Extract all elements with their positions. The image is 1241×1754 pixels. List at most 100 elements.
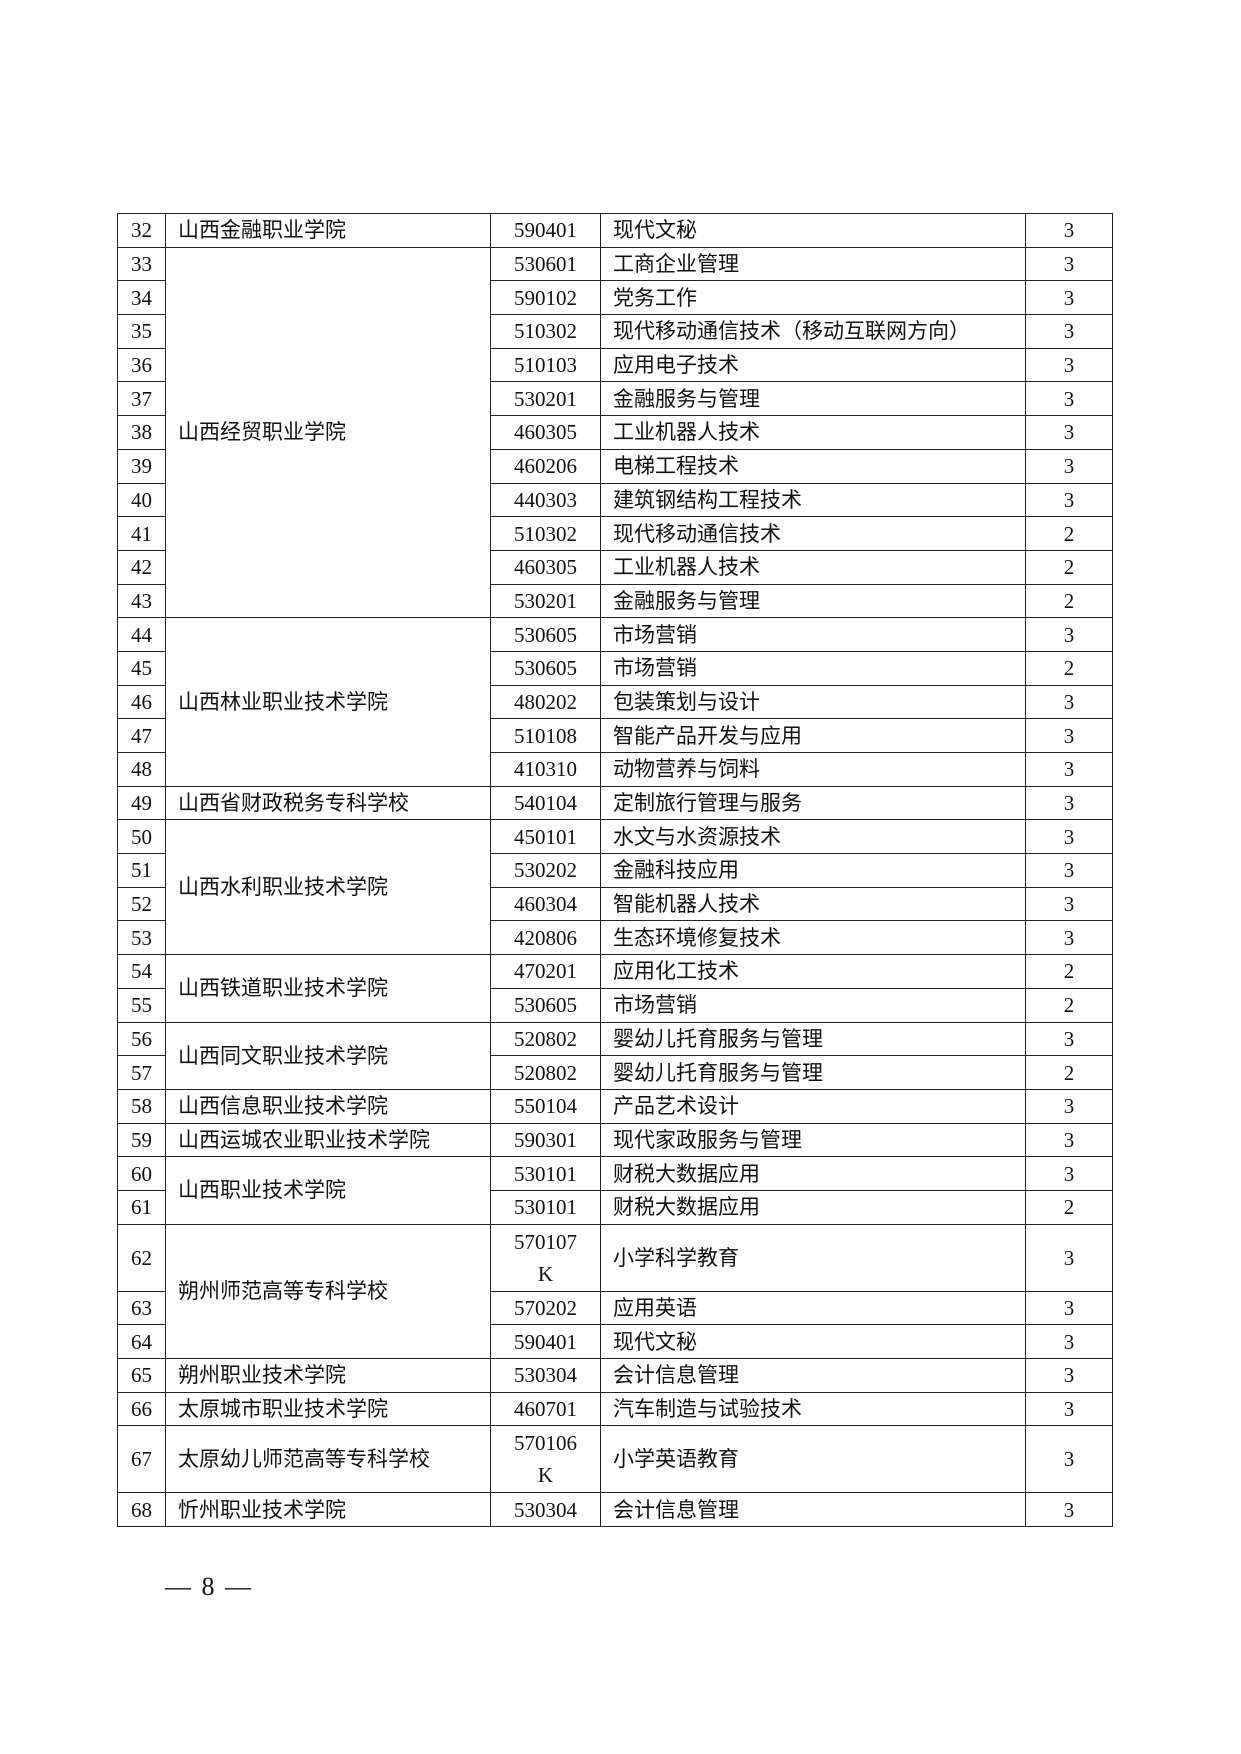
program-code-cell: 530605 (490, 650, 601, 686)
program-code-cell: 570202 (490, 1290, 601, 1326)
row-number: 51 (117, 853, 166, 888)
program-years: 3 (1025, 1391, 1113, 1427)
program-code: 590301 (514, 1127, 577, 1152)
program-years: 3 (1025, 819, 1113, 855)
program-code-cell: 420806 (490, 920, 601, 956)
program-code: 530101 (514, 1195, 577, 1220)
table-row: 53 420806 生态环境修复技术 3 (117, 920, 1113, 956)
program-code: 540104 (514, 791, 577, 816)
table-row: 51 530202 金融科技应用 3 (117, 853, 1113, 888)
program-code-cell: 570107K (490, 1223, 601, 1292)
table-row: 45 530605 市场营销 2 (117, 650, 1113, 686)
program-code: 480202 (514, 689, 577, 714)
program-code: 510103 (514, 353, 577, 378)
table-row: 57 520802 婴幼儿托育服务与管理 2 (117, 1055, 1113, 1090)
program-years: 2 (1025, 549, 1113, 585)
program-code-cell: 410310 (490, 752, 601, 787)
program-code: 530605 (514, 656, 577, 681)
program-years: 3 (1025, 213, 1113, 248)
program-name: 包装策划与设计 (600, 684, 1026, 720)
program-name: 现代移动通信技术（移动互联网方向） (600, 314, 1026, 349)
row-number: 44 (117, 617, 166, 652)
table-row: 44 山西林业职业技术学院 530605 市场营销 3 (117, 617, 1113, 787)
program-name: 水文与水资源技术 (600, 819, 1026, 855)
program-code-cell: 530304 (490, 1358, 601, 1393)
school-name: 忻州职业技术学院 (165, 1492, 491, 1528)
program-code: 550104 (514, 1094, 577, 1119)
table-row: 35 510302 现代移动通信技术（移动互联网方向） 3 (117, 314, 1113, 349)
table-row: 32 山西金融职业学院 590401 现代文秘 3 (117, 213, 1113, 248)
program-years: 3 (1025, 415, 1113, 450)
school-name: 山西铁道职业技术学院 (165, 954, 491, 1023)
program-code-cell: 440303 (490, 482, 601, 518)
table-row: 66 太原城市职业技术学院 460701 汽车制造与试验技术 3 (117, 1391, 1113, 1427)
program-code: 520802 (514, 1060, 577, 1085)
program-code-cell: 530601 (490, 246, 601, 282)
program-code: 570202 (514, 1295, 577, 1320)
school-name: 山西同文职业技术学院 (165, 1021, 491, 1090)
row-number: 36 (117, 347, 166, 383)
program-name: 现代文秘 (600, 213, 1026, 248)
program-name: 市场营销 (600, 617, 1026, 652)
program-code: 460206 (514, 454, 577, 479)
program-code: 530304 (514, 1363, 577, 1388)
school-name: 山西省财政税务专科学校 (165, 785, 491, 821)
row-number: 39 (117, 448, 166, 484)
program-name: 金融服务与管理 (600, 381, 1026, 417)
row-number: 62 (117, 1223, 166, 1292)
program-code: 570107K (514, 1229, 577, 1286)
program-name: 工业机器人技术 (600, 549, 1026, 585)
row-number: 60 (117, 1156, 166, 1191)
program-name: 汽车制造与试验技术 (600, 1391, 1026, 1427)
program-name: 现代文秘 (600, 1324, 1026, 1359)
program-name: 工业机器人技术 (600, 415, 1026, 450)
program-table: 32 山西金融职业学院 590401 现代文秘 3 33 山西经贸职业学院 530601 工商企… (117, 213, 1113, 1528)
program-years: 3 (1025, 381, 1113, 417)
table-row: 67 太原幼儿师范高等专科学校 570106K 小学英语教育 3 (117, 1425, 1113, 1494)
row-number: 67 (117, 1425, 166, 1494)
program-code: 420806 (514, 925, 577, 950)
program-code: 530201 (514, 386, 577, 411)
program-years: 3 (1025, 347, 1113, 383)
program-code: 530605 (514, 993, 577, 1018)
row-number: 40 (117, 482, 166, 518)
program-name: 应用化工技术 (600, 954, 1026, 989)
program-code: 510108 (514, 723, 577, 748)
program-code: 460701 (514, 1397, 577, 1422)
program-name: 现代家政服务与管理 (600, 1122, 1026, 1158)
row-number: 45 (117, 650, 166, 686)
program-name: 电梯工程技术 (600, 448, 1026, 484)
school-name: 朔州职业技术学院 (165, 1358, 491, 1393)
row-number: 59 (117, 1122, 166, 1158)
school-name: 朔州师范高等专科学校 (165, 1223, 491, 1360)
program-code-cell: 520802 (490, 1055, 601, 1090)
program-code: 530304 (514, 1497, 577, 1522)
program-name: 应用电子技术 (600, 347, 1026, 383)
program-code-cell: 590401 (490, 213, 601, 248)
school-name: 山西职业技术学院 (165, 1156, 491, 1225)
program-code: 510302 (514, 521, 577, 546)
program-code: 460305 (514, 555, 577, 580)
program-years: 3 (1025, 785, 1113, 821)
program-code-cell: 470201 (490, 954, 601, 989)
program-years: 3 (1025, 617, 1113, 652)
table-row: 49 山西省财政税务专科学校 540104 定制旅行管理与服务 3 (117, 785, 1113, 821)
row-number: 55 (117, 987, 166, 1023)
program-years: 3 (1025, 482, 1113, 518)
row-number: 49 (117, 785, 166, 821)
program-code: 440303 (514, 487, 577, 512)
table-row: 40 440303 建筑钢结构工程技术 3 (117, 482, 1113, 518)
table-row: 56 山西同文职业技术学院 520802 婴幼儿托育服务与管理 3 (117, 1021, 1113, 1090)
program-code: 590102 (514, 285, 577, 310)
program-name: 小学英语教育 (600, 1425, 1026, 1494)
school-name: 山西林业职业技术学院 (165, 617, 491, 787)
program-name: 生态环境修复技术 (600, 920, 1026, 956)
program-years: 3 (1025, 448, 1113, 484)
row-number: 57 (117, 1055, 166, 1090)
program-code-cell: 460304 (490, 886, 601, 922)
program-code: 530601 (514, 252, 577, 277)
program-years: 2 (1025, 650, 1113, 686)
program-name: 会计信息管理 (600, 1492, 1026, 1528)
row-number: 54 (117, 954, 166, 989)
program-code: 530201 (514, 588, 577, 613)
